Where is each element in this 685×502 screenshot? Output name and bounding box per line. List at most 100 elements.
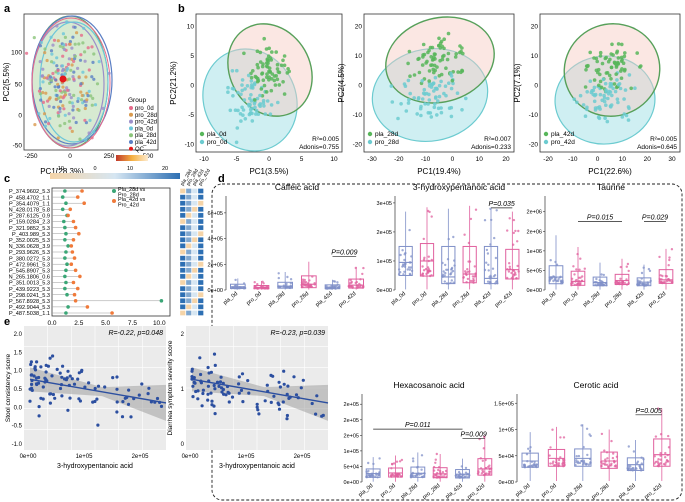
point-pla — [437, 74, 442, 78]
y-tick-label: 2e+05 — [377, 230, 392, 236]
box — [574, 448, 592, 467]
jitter-point — [549, 259, 552, 262]
jitter-point — [451, 269, 455, 273]
box — [592, 276, 608, 287]
lollipop-point-28d — [64, 311, 68, 315]
x-tick-label: pro_0d — [411, 291, 428, 307]
jitter-point — [401, 265, 404, 268]
x-tick-label: 10 — [476, 156, 484, 163]
heat-cell — [197, 255, 204, 261]
scatter-point — [40, 74, 44, 78]
scatter-point — [51, 71, 55, 76]
y-tick-label: 6e+05 — [208, 211, 223, 217]
point-pro — [243, 87, 247, 91]
scatter-point — [77, 75, 81, 79]
jitter-point — [486, 252, 490, 255]
scatter-point — [237, 375, 241, 379]
category-label: P_293.9626_5.3 — [9, 250, 50, 256]
jitter-point — [303, 278, 306, 282]
x-tick-label: pla_0d — [541, 291, 558, 306]
x-tick-label: 10 — [330, 156, 338, 163]
point-pro — [443, 84, 448, 88]
point-pro — [627, 73, 632, 77]
pca-plot-2: -20 -10 0 10 20 -30 -20 -10 0 10 20 PC1(19.4%) PC2(4… — [337, 13, 515, 176]
y-tick-label: 10 — [187, 24, 195, 31]
jitter-point — [362, 266, 365, 270]
heat-cell — [179, 200, 186, 206]
jitter-point — [578, 461, 582, 465]
scatter-point — [198, 356, 202, 360]
jitter-point — [399, 253, 402, 257]
point-pla — [427, 69, 432, 73]
jitter-point — [664, 451, 667, 455]
heat-cell — [191, 298, 198, 304]
category-label: P_545.8907_5.3 — [9, 269, 50, 275]
legend-marker — [112, 189, 116, 193]
y-tick-label: -5 — [188, 112, 194, 119]
y-tick-label: -0.5 — [12, 424, 23, 430]
scatter-point — [277, 380, 281, 384]
point-pla — [612, 61, 617, 65]
pca-plot-3: -20 -10 0 10 20 -20 -10 0 10 20 30 PC1(22.6%) PC2(7.… — [513, 13, 681, 176]
stat-adonis: Adonis=0.755 — [299, 144, 339, 151]
lollipop-point-28d — [63, 286, 67, 291]
jitter-point — [604, 458, 607, 461]
scatter-point — [115, 410, 119, 414]
heat-cell — [185, 231, 192, 237]
point-pla — [285, 71, 290, 75]
scatter-point — [84, 103, 88, 107]
x-axis-title: 3-hydroxypentanoic acid — [219, 463, 295, 470]
point-pla — [584, 68, 588, 72]
point-pla — [594, 56, 599, 61]
scatter-point — [87, 131, 91, 135]
point-pro — [626, 105, 631, 109]
jitter-point — [408, 272, 412, 276]
jitter-point — [571, 281, 574, 285]
correlation-annotation: R=-0.23, p=0.039 — [271, 330, 326, 337]
p-value-label: P=0.011 — [405, 422, 431, 429]
point-pla — [281, 58, 285, 63]
point-pro — [620, 115, 625, 119]
scatter-point — [78, 137, 82, 141]
jitter-point — [667, 434, 670, 438]
p-value-label: P=0.009 — [331, 250, 357, 257]
point-pro — [616, 83, 621, 87]
scatter-point — [67, 77, 71, 81]
y-tick-label: 2e+05 — [344, 418, 359, 424]
jitter-point — [463, 233, 466, 236]
scatter-point — [115, 387, 119, 391]
jitter-point — [434, 461, 437, 464]
jitter-point — [579, 276, 582, 279]
jitter-point — [640, 282, 644, 286]
point-pla — [437, 36, 441, 41]
point-pla — [442, 37, 447, 41]
y-tick-label: 2.0 — [14, 332, 23, 338]
p-value-label: P=0.015 — [587, 215, 613, 222]
scatter-point — [146, 392, 150, 396]
point-pro — [604, 103, 608, 107]
point-pla — [442, 53, 446, 58]
y-tick-label: 0 — [190, 83, 194, 90]
jitter-point — [469, 217, 473, 221]
boxplot-title: 3-hydroxypentanoic acid — [413, 182, 505, 192]
boxplot-title: Caffeic acid — [275, 182, 320, 192]
point-pla — [249, 75, 254, 80]
lollipop-point-28d — [63, 189, 67, 193]
scatter-point — [41, 80, 45, 84]
scatter-point — [137, 393, 141, 397]
lollipop-point-28d — [65, 292, 69, 297]
scatter-point — [92, 130, 96, 134]
scatter-point — [285, 417, 289, 421]
x-tick-label: 1e+05 — [76, 454, 94, 460]
boxplot-1: Caffeic acid 0e+00 2e+05 4e+05 6e+05 pla_0d pr… — [208, 182, 365, 309]
point-pla — [604, 71, 609, 75]
jitter-point — [619, 277, 622, 280]
jitter-point — [578, 268, 581, 271]
point-pla — [277, 83, 282, 87]
point-pro — [449, 114, 454, 119]
point-pro — [592, 99, 597, 104]
scatter-point — [68, 92, 72, 97]
scatter-point — [121, 400, 125, 404]
scatter-point — [84, 121, 88, 125]
